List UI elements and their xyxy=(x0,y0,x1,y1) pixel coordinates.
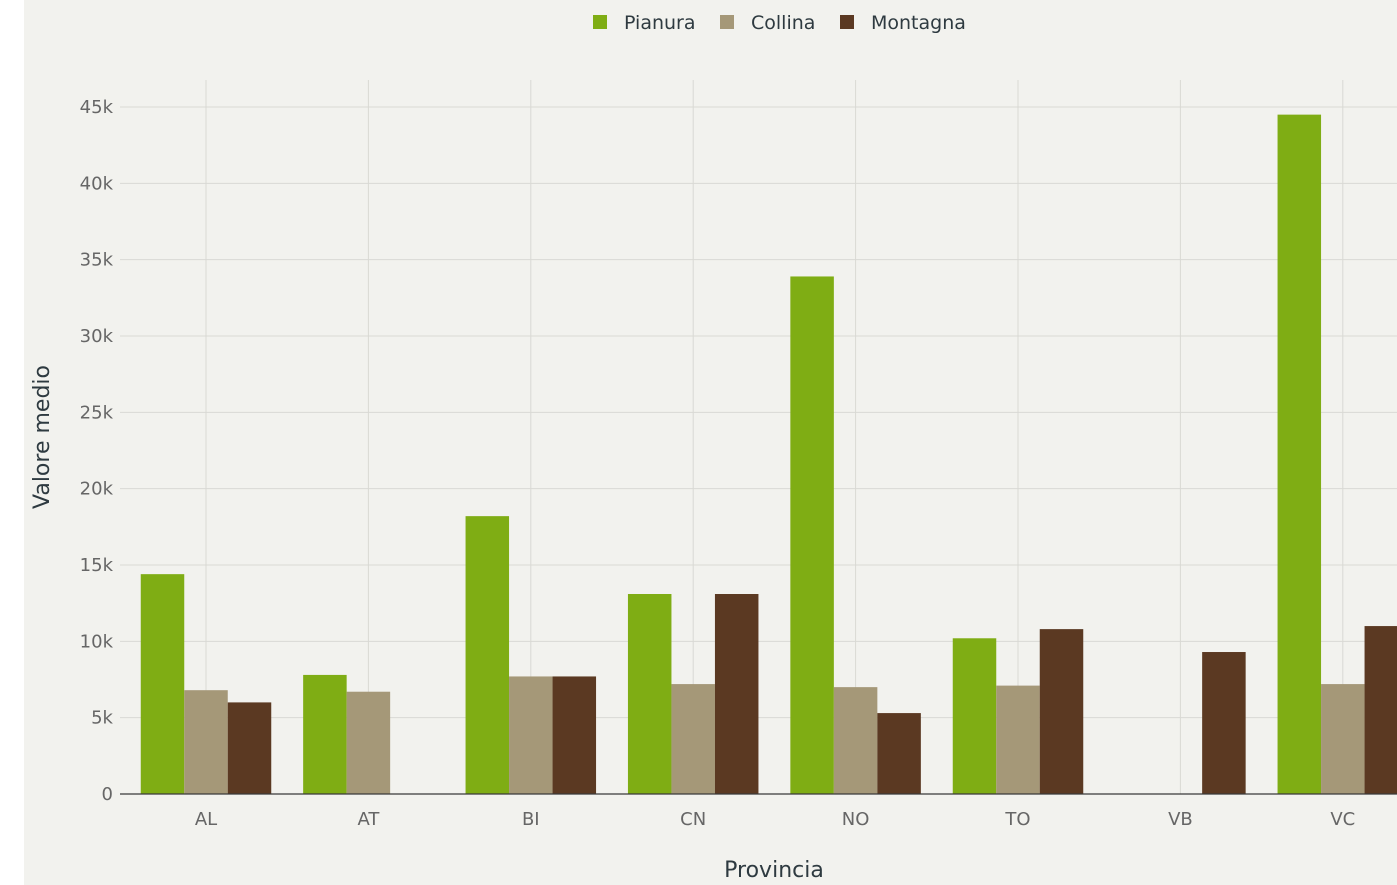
x-tick-label: VB xyxy=(1168,809,1193,830)
x-tick-label: NO xyxy=(842,809,870,830)
x-tick-label: AL xyxy=(195,809,217,830)
bar-at-collina xyxy=(346,691,391,794)
y-tick-label: 0 xyxy=(102,784,113,805)
bar-bi-montagna xyxy=(552,676,597,794)
legend-swatch xyxy=(593,15,607,29)
y-tick-label: 5k xyxy=(91,708,113,729)
bar-vc-pianura xyxy=(1277,114,1322,795)
legend-swatch xyxy=(720,15,734,29)
y-axis-ticks: 0 5k 10k 15k 20k 25k 30k 35k 40k 45k xyxy=(80,97,114,805)
grid-lines xyxy=(120,80,1397,794)
bar-bi-pianura xyxy=(465,516,510,794)
bar-al-pianura xyxy=(140,574,185,794)
bar-no-montagna xyxy=(877,713,921,794)
y-tick-label: 15k xyxy=(80,555,114,576)
x-tick-label: BI xyxy=(522,809,540,830)
legend-item-collina: Collina xyxy=(720,12,815,34)
x-axis-title: Provincia xyxy=(724,858,824,883)
x-tick-label: AT xyxy=(357,809,380,830)
legend-item-montagna: Montagna xyxy=(840,12,966,34)
y-tick-label: 30k xyxy=(80,326,114,347)
bar-to-pianura xyxy=(952,638,997,794)
y-tick-label: 45k xyxy=(80,97,114,118)
legend-label: Montagna xyxy=(871,12,966,34)
bar-bi-collina xyxy=(509,676,553,794)
x-tick-label: VC xyxy=(1330,809,1355,830)
bar-at-pianura xyxy=(303,674,347,794)
bar-cn-pianura xyxy=(627,594,672,794)
bar-vc-collina xyxy=(1321,684,1365,794)
y-tick-label: 20k xyxy=(80,479,114,500)
bar-vb-montagna xyxy=(1202,652,1246,794)
bars xyxy=(140,114,1397,795)
y-axis-title: Valore medio xyxy=(30,365,55,509)
bar-to-montagna xyxy=(1039,629,1084,794)
legend-swatch xyxy=(840,15,854,29)
legend-label: Pianura xyxy=(624,12,696,34)
y-tick-label: 35k xyxy=(80,250,114,271)
y-tick-label: 25k xyxy=(80,402,114,423)
bar-al-montagna xyxy=(227,702,272,794)
legend-label: Collina xyxy=(751,12,815,34)
bar-no-pianura xyxy=(790,276,834,795)
bar-al-collina xyxy=(184,690,228,794)
bar-to-collina xyxy=(996,685,1040,794)
bar-cn-montagna xyxy=(714,594,759,794)
bar-no-collina xyxy=(833,687,878,794)
bar-cn-collina xyxy=(671,684,715,794)
x-axis-ticks: AL AT BI CN NO TO VB VC xyxy=(195,809,1355,830)
y-tick-label: 40k xyxy=(80,173,114,194)
y-tick-label: 10k xyxy=(80,631,114,652)
legend-item-pianura: Pianura xyxy=(593,12,696,34)
x-tick-label: TO xyxy=(1004,809,1030,830)
x-tick-label: CN xyxy=(680,809,706,830)
bar-vc-montagna xyxy=(1364,626,1397,794)
legend: Pianura Collina Montagna xyxy=(593,12,966,34)
